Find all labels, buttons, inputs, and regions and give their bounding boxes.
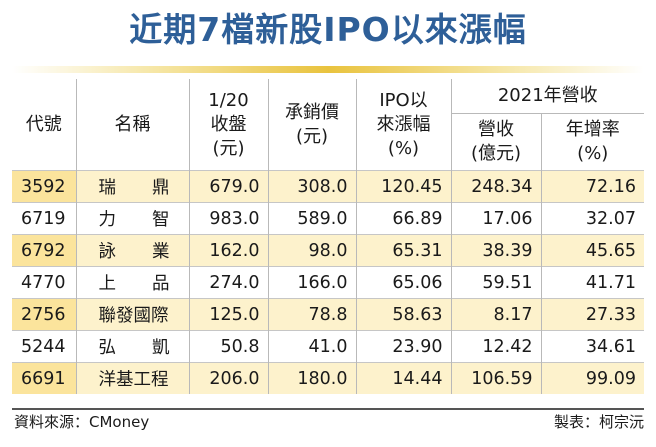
cell-code: 6719: [12, 202, 77, 235]
cell-offer-price: 78.8: [268, 298, 357, 331]
cell-offer-price: 180.0: [268, 362, 357, 394]
cell-revenue: 8.17: [451, 298, 542, 331]
header-ipo-gain: IPO以 來漲幅 (%): [356, 79, 452, 171]
cell-name-part: 洋基工程: [98, 370, 169, 390]
cell-close: 983.0: [189, 202, 269, 235]
cell-code: 6792: [12, 234, 77, 267]
header-price-line1: 承銷價: [285, 101, 339, 123]
ipo-table: 代號 名稱 1/20 收盤 (元) 承銷價 (元) IPO以 來漲幅 (%) 2…: [12, 79, 644, 394]
cell-code: 2756: [12, 298, 77, 331]
header-close: 1/20 收盤 (元): [189, 79, 269, 171]
cell-growth: 99.09: [541, 362, 644, 394]
header-revenue-group-label: 2021年營收: [497, 85, 598, 106]
cell-ipo-gain: 58.63: [356, 298, 452, 331]
cell-name: 詠業: [76, 234, 190, 267]
cell-revenue: 106.59: [451, 362, 542, 394]
cell-close: 50.8: [189, 330, 269, 363]
cell-name: 瑞鼎: [76, 170, 190, 203]
header-price-line2: (元): [295, 125, 329, 147]
maker-note: 製表：柯宗沅: [553, 413, 644, 431]
cell-name-part: 凱: [152, 338, 170, 358]
table-bottom-rule: [12, 408, 644, 410]
header-close-line1: 1/20: [208, 89, 249, 111]
header-name: 名稱: [76, 79, 190, 171]
header-growth-line1: 年增率: [565, 119, 620, 140]
cell-close: 274.0: [189, 266, 269, 299]
cell-offer-price: 589.0: [268, 202, 357, 235]
cell-name-part: 力: [98, 210, 117, 230]
cell-name: 上品: [76, 266, 190, 299]
cell-close: 162.0: [189, 234, 269, 267]
cell-offer-price: 98.0: [268, 234, 357, 267]
cell-name-part: 智: [152, 210, 170, 230]
cell-name: 弘凱: [76, 330, 190, 363]
header-revenue: 營收 (億元): [451, 113, 542, 171]
table-row: 6691 洋基工程 206.0 180.0 14.44 106.59 99.09: [12, 362, 644, 394]
cell-growth: 27.33: [541, 298, 644, 331]
cell-name-part: 業: [152, 242, 170, 262]
cell-growth: 41.71: [541, 266, 644, 299]
cell-close: 679.0: [189, 170, 269, 203]
header-growth: 年增率 (%): [541, 113, 644, 171]
cell-name-part: 鼎: [152, 178, 170, 198]
cell-name-part: 品: [152, 274, 170, 294]
header-ipo-line2: 來漲幅: [376, 113, 431, 135]
header-ipo-line1: IPO以: [379, 89, 428, 111]
cell-name: 力智: [76, 202, 190, 235]
cell-name-part: 聯發國際: [98, 306, 169, 326]
cell-ipo-gain: 120.45: [356, 170, 452, 203]
cell-name-part: 弘: [98, 338, 117, 358]
cell-revenue: 248.34: [451, 170, 542, 203]
header-revenue-group: 2021年營收: [451, 79, 644, 114]
table-body: 3592 瑞鼎 679.0 308.0 120.45 248.34 72.16 6719 力智 9…: [12, 170, 644, 394]
header-revenue-line1: 營收: [478, 119, 514, 140]
header-revenue-line2: (億元): [470, 143, 522, 164]
cell-offer-price: 308.0: [268, 170, 357, 203]
cell-name: 聯發國際: [76, 298, 190, 331]
cell-ipo-gain: 65.31: [356, 234, 452, 267]
header-close-line2: 收盤: [210, 113, 247, 135]
cell-revenue: 12.42: [451, 330, 542, 363]
cell-name: 洋基工程: [76, 362, 190, 394]
cell-ipo-gain: 23.90: [356, 330, 452, 363]
table-row: 5244 弘凱 50.8 41.0 23.90 12.42 34.61: [12, 330, 644, 363]
cell-code: 6691: [12, 362, 77, 394]
header-offer-price: 承銷價 (元): [268, 79, 357, 171]
cell-name-part: 瑞: [98, 178, 117, 198]
cell-code: 3592: [12, 170, 77, 203]
cell-growth: 45.65: [541, 234, 644, 267]
cell-offer-price: 41.0: [268, 330, 357, 363]
table-row: 6719 力智 983.0 589.0 66.89 17.06 32.07: [12, 202, 644, 235]
cell-close: 206.0: [189, 362, 269, 394]
cell-ipo-gain: 65.06: [356, 266, 452, 299]
table-row: 3592 瑞鼎 679.0 308.0 120.45 248.34 72.16: [12, 170, 644, 203]
source-note: 資料來源：CMoney: [14, 413, 150, 431]
cell-revenue: 17.06: [451, 202, 542, 235]
cell-name-part: 上: [98, 274, 117, 294]
header-growth-line2: (%): [577, 143, 609, 164]
cell-growth: 32.07: [541, 202, 644, 235]
cell-growth: 72.16: [541, 170, 644, 203]
table-row: 6792 詠業 162.0 98.0 65.31 38.39 45.65: [12, 234, 644, 267]
header-ipo-line3: (%): [387, 137, 420, 159]
cell-revenue: 38.39: [451, 234, 542, 267]
header-close-line3: (元): [212, 137, 245, 159]
cell-ipo-gain: 14.44: [356, 362, 452, 394]
cell-name-part: 詠: [98, 242, 117, 262]
title-divider: [12, 66, 644, 73]
page-title: 近期7檔新股IPO以來漲幅: [129, 10, 527, 49]
header-code-label: 代號: [25, 113, 62, 135]
table-row: 4770 上品 274.0 166.0 65.06 59.51 41.71: [12, 266, 644, 299]
cell-code: 4770: [12, 266, 77, 299]
cell-growth: 34.61: [541, 330, 644, 363]
cell-close: 125.0: [189, 298, 269, 331]
table-row: 2756 聯發國際 125.0 78.8 58.63 8.17 27.33: [12, 298, 644, 331]
cell-revenue: 59.51: [451, 266, 542, 299]
cell-offer-price: 166.0: [268, 266, 357, 299]
cell-ipo-gain: 66.89: [356, 202, 452, 235]
cell-code: 5244: [12, 330, 77, 363]
header-name-label: 名稱: [114, 113, 151, 135]
header-code: 代號: [12, 79, 77, 171]
